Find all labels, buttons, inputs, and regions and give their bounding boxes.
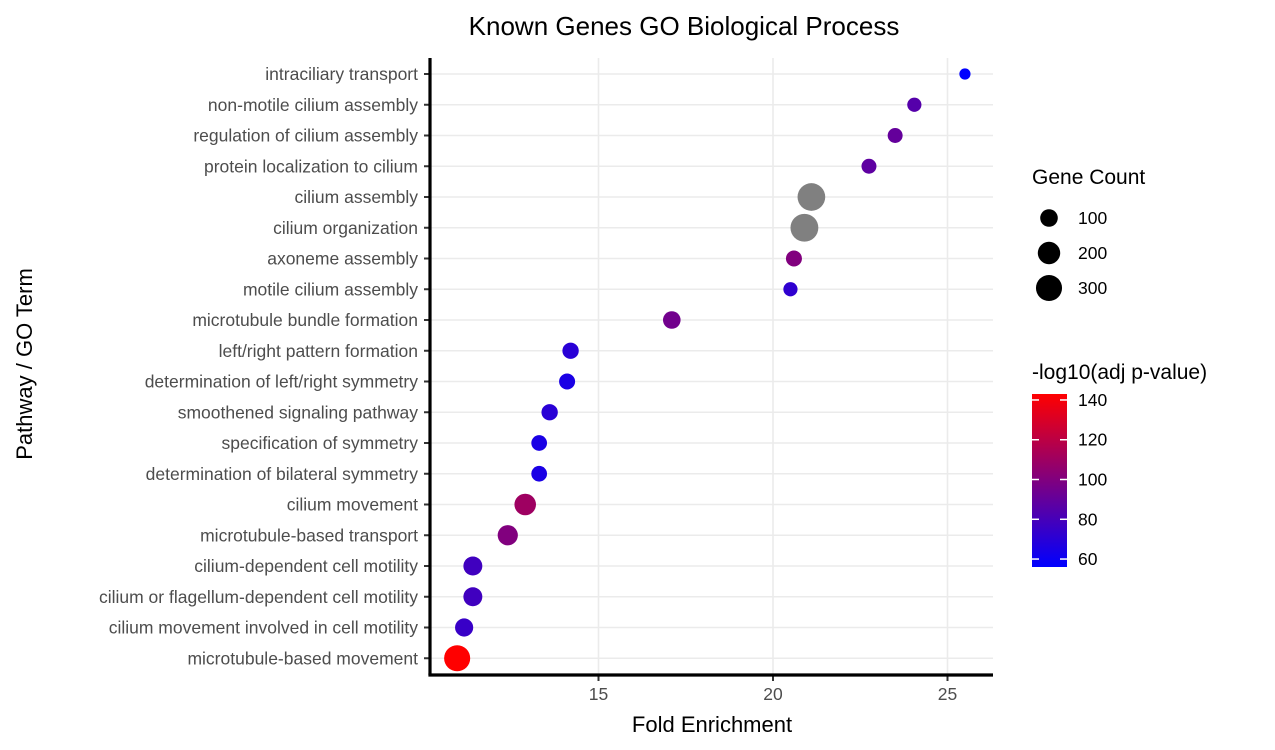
data-point — [444, 645, 471, 672]
y-tick-label: protein localization to cilium — [204, 156, 418, 176]
data-points — [444, 68, 971, 672]
colorbar — [1032, 394, 1067, 567]
data-point — [514, 493, 536, 516]
size-legend-label: 300 — [1078, 278, 1107, 298]
data-point — [531, 465, 548, 482]
size-legend-title: Gene Count — [1032, 166, 1145, 189]
colorbar-label: 120 — [1078, 430, 1107, 450]
chart-title: Known Genes GO Biological Process — [469, 11, 900, 41]
data-point — [531, 435, 548, 451]
y-tick-label: cilium-dependent cell motility — [194, 556, 418, 576]
x-tick-label: 15 — [589, 684, 608, 704]
y-axis-title: Pathway / GO Term — [12, 268, 37, 460]
data-point — [559, 373, 576, 390]
y-tick-label: left/right pattern formation — [219, 341, 418, 361]
data-point — [797, 183, 826, 211]
colorbar-label: 80 — [1078, 509, 1098, 529]
data-point — [959, 68, 971, 80]
size-legend: Gene Count 100 200 300 — [1032, 166, 1145, 302]
data-point — [790, 213, 819, 242]
y-tick-label: intraciliary transport — [265, 64, 418, 84]
data-point — [783, 282, 798, 297]
y-tick-label: determination of left/right symmetry — [145, 372, 419, 392]
data-point — [463, 587, 483, 607]
colorbar-label: 140 — [1078, 390, 1107, 410]
size-legend-key — [1040, 209, 1058, 227]
size-legend-label: 200 — [1078, 243, 1107, 263]
y-tick-label: motile cilium assembly — [243, 279, 418, 299]
color-legend-title: -log10(adj p-value) — [1032, 361, 1207, 384]
x-axis-title: Fold Enrichment — [632, 712, 792, 737]
size-legend-key — [1037, 241, 1061, 265]
y-tick-labels: intraciliary transport non-motile cilium … — [99, 64, 430, 668]
data-point — [662, 311, 681, 329]
y-tick-label: cilium movement involved in cell motilit… — [109, 618, 419, 638]
grid-lines — [430, 58, 993, 675]
colorbar-label: 100 — [1078, 470, 1107, 490]
data-point — [455, 618, 474, 637]
data-point — [463, 556, 483, 576]
size-legend-label: 100 — [1078, 208, 1107, 228]
data-point — [887, 128, 903, 143]
y-tick-label: axoneme assembly — [267, 249, 418, 269]
data-point — [861, 158, 877, 174]
y-tick-label: smoothened signaling pathway — [178, 402, 419, 422]
y-tick-label: cilium assembly — [295, 187, 419, 207]
data-point — [497, 525, 518, 546]
y-tick-label: regulation of cilium assembly — [193, 126, 418, 146]
data-point — [907, 97, 922, 112]
y-tick-label: determination of bilateral symmetry — [146, 464, 419, 484]
y-tick-label: microtubule-based movement — [187, 648, 418, 668]
y-tick-label: microtubule bundle formation — [192, 310, 418, 330]
y-tick-label: cilium movement — [287, 495, 418, 515]
data-point — [541, 404, 558, 421]
colorbar-label: 60 — [1078, 549, 1098, 569]
y-tick-label: cilium organization — [273, 218, 418, 238]
x-tick-label: 25 — [938, 684, 957, 704]
data-point — [785, 250, 802, 267]
color-legend: -log10(adj p-value) 60 80 100 120 140 — [1032, 361, 1207, 569]
x-tick-labels: 15 20 25 — [589, 675, 957, 704]
y-tick-label: specification of symmetry — [222, 433, 419, 453]
y-tick-label: microtubule-based transport — [200, 525, 418, 545]
y-tick-label: non-motile cilium assembly — [208, 95, 418, 115]
data-point — [562, 342, 579, 359]
x-tick-label: 20 — [763, 684, 783, 704]
y-tick-label: cilium or flagellum-dependent cell motil… — [99, 587, 418, 607]
size-legend-key — [1035, 274, 1063, 302]
